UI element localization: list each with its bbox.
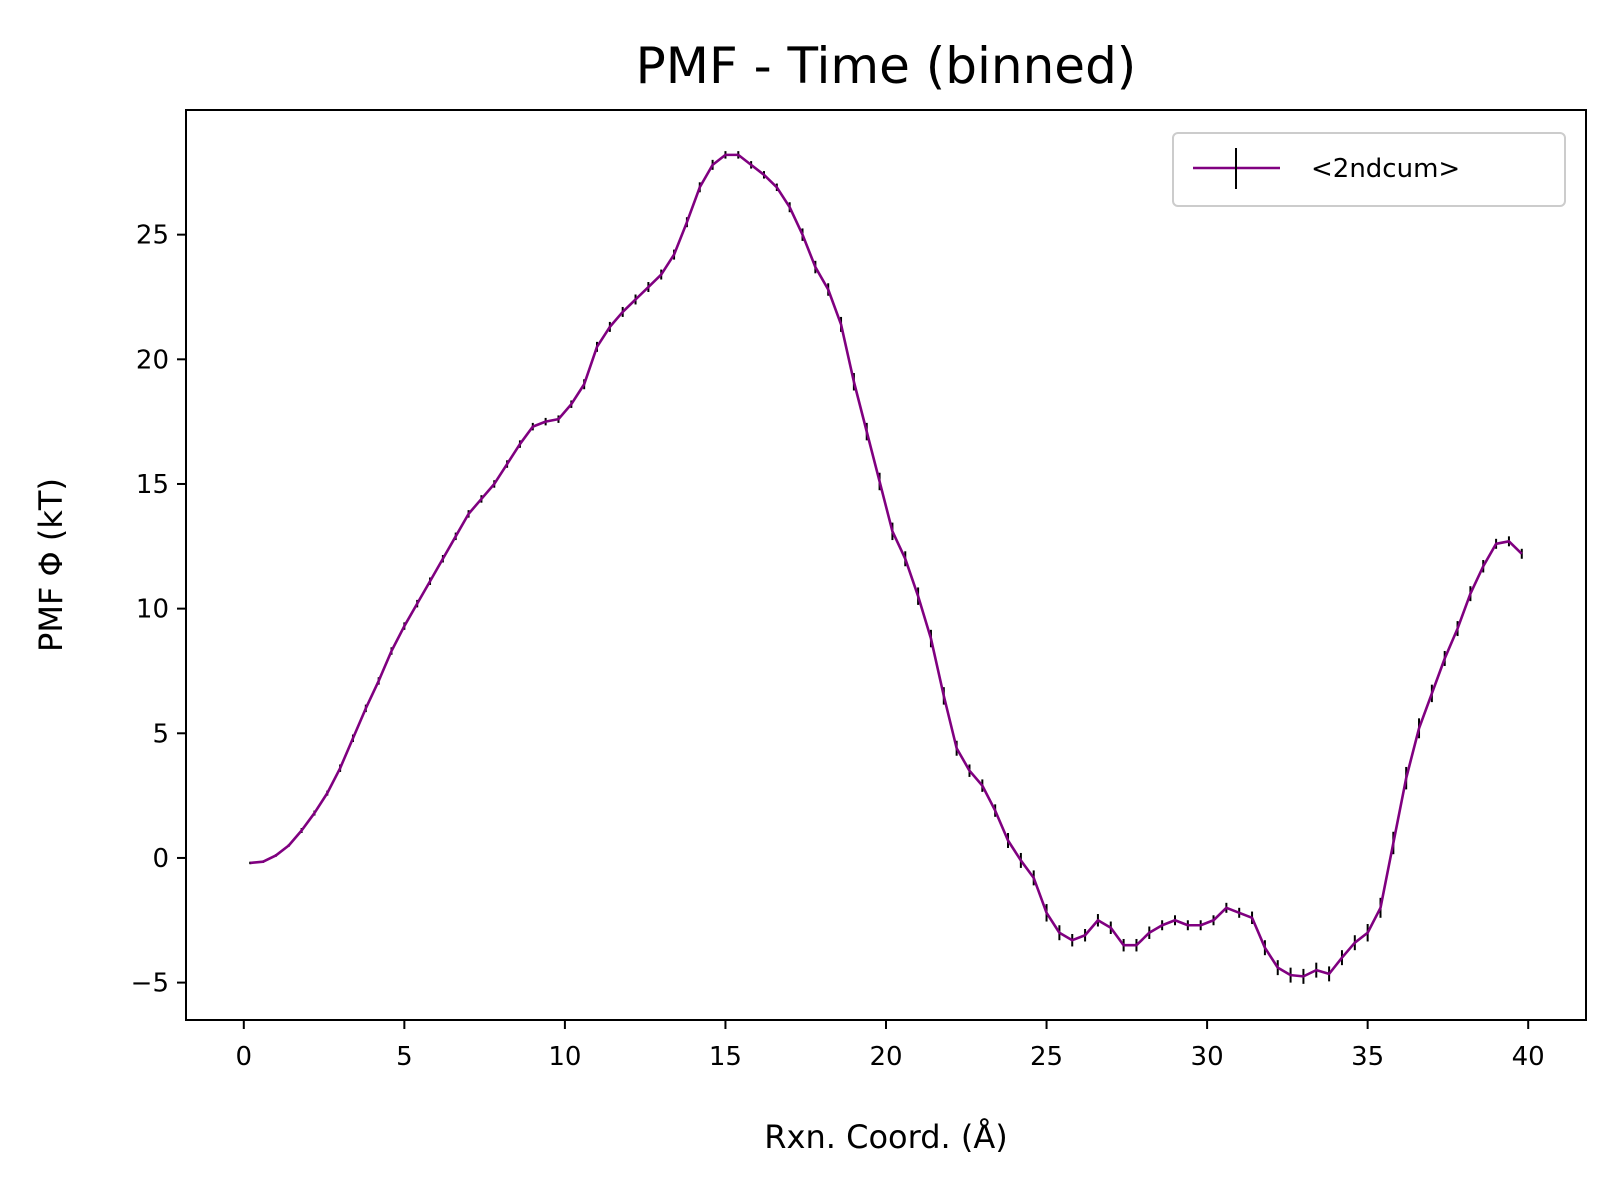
x-tick-label: 30	[1191, 1042, 1224, 1072]
y-tick-label: 5	[152, 719, 169, 749]
x-tick-label: 5	[396, 1042, 413, 1072]
x-tick-label: 25	[1030, 1042, 1063, 1072]
legend-box	[1172, 132, 1566, 207]
legend-entry-label: <2ndcum>	[1311, 154, 1460, 184]
x-tick-label: 20	[869, 1042, 902, 1072]
plot-area	[249, 151, 1523, 984]
series-line	[250, 153, 1523, 978]
x-tick-label: 35	[1351, 1042, 1384, 1072]
y-tick-label: 15	[136, 470, 169, 500]
x-tick-label: 0	[236, 1042, 253, 1072]
x-axis-label: Rxn. Coord. (Å)	[764, 1118, 1007, 1156]
y-tick-label: 10	[136, 595, 169, 625]
y-axis-label: PMF Φ (kT)	[32, 478, 70, 652]
x-axis-ticks: 0 5 10 15 20 25 30 35 40	[236, 1020, 1545, 1072]
chart-title: PMF - Time (binned)	[636, 37, 1137, 95]
y-tick-label: 20	[136, 345, 169, 375]
y-axis-ticks: −5 0 5 10 15 20 25	[131, 221, 186, 999]
x-tick-label: 40	[1512, 1042, 1545, 1072]
legend: <2ndcum>	[1172, 132, 1566, 207]
x-tick-label: 10	[548, 1042, 581, 1072]
y-tick-label: 0	[152, 844, 169, 874]
y-tick-label: −5	[131, 969, 169, 999]
x-tick-label: 15	[709, 1042, 742, 1072]
y-tick-label: 25	[136, 221, 169, 251]
